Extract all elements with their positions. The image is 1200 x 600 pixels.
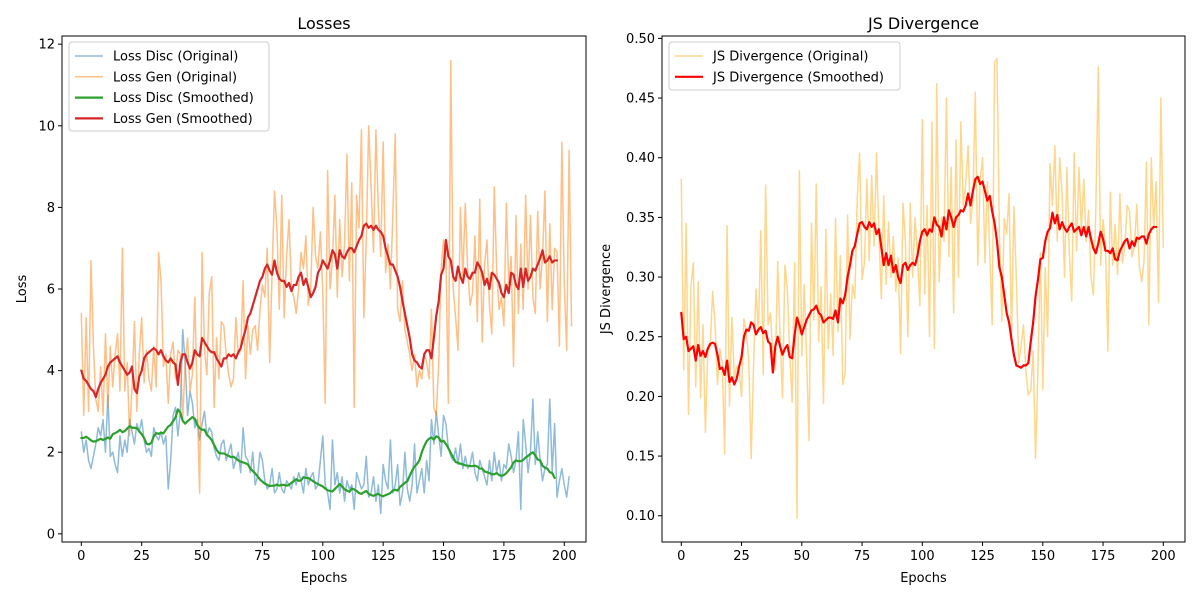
y-tick-label: 0.15 <box>626 450 655 465</box>
y-tick-label: 0 <box>47 527 55 542</box>
y-tick-label: 0.20 <box>626 390 655 405</box>
x-tick-label: 200 <box>552 549 577 564</box>
y-tick-label: 2 <box>47 446 55 461</box>
legend: Loss Disc (Original) Loss Gen (Original) L… <box>68 41 270 132</box>
y-tick-label: 8 <box>47 201 55 216</box>
legend-label-js-divergence-original: JS Divergence (Original) <box>712 50 868 65</box>
x-tick-label: 100 <box>910 549 935 564</box>
x-tick-label: 125 <box>970 549 995 564</box>
y-tick-label: 0.35 <box>626 211 655 226</box>
series-line-loss-disc-smoothed <box>80 408 556 498</box>
x-tick-label: 75 <box>254 549 271 564</box>
legend-label-js-divergence-smoothed: JS Divergence (Smoothed) <box>712 70 884 85</box>
y-tick-label: 0.10 <box>626 509 655 524</box>
series-line-loss-gen-smoothed <box>80 222 559 399</box>
x-tick-label: 50 <box>194 549 211 564</box>
series-line-loss-disc-original <box>80 329 570 515</box>
chart-title: Losses <box>297 14 350 33</box>
y-tick-label: 0.25 <box>626 330 655 345</box>
x-tick-label: 200 <box>1151 549 1176 564</box>
legend-box <box>68 41 270 132</box>
x-tick-label: 100 <box>310 549 335 564</box>
series-line-js-divergence-original <box>680 57 1165 519</box>
y-tick-label: 4 <box>47 364 55 379</box>
legend-box <box>668 41 901 91</box>
x-tick-label: 150 <box>431 549 456 564</box>
x-tick-label: 175 <box>491 549 516 564</box>
series-line-js-divergence-smoothed <box>680 175 1158 386</box>
x-tick-label: 175 <box>1091 549 1116 564</box>
losses-chart: 0 25 50 75 100 125 150 175 200 0 2 4 6 8 10 12 Losses Epo… <box>15 14 587 586</box>
x-tick-label: 125 <box>371 549 396 564</box>
x-tick-label: 50 <box>794 549 811 564</box>
x-axis-label: Epochs <box>301 571 348 586</box>
y-tick-label: 6 <box>47 283 55 298</box>
y-tick-label: 0.40 <box>626 151 655 166</box>
legend-label-loss-disc-original: Loss Disc (Original) <box>113 50 238 65</box>
legend-label-loss-gen-original: Loss Gen (Original) <box>113 70 237 85</box>
y-tick-label: 0.50 <box>626 32 655 47</box>
plot-frame <box>661 35 1186 543</box>
legend: JS Divergence (Original) JS Divergence (S… <box>668 41 901 91</box>
legend-label-loss-gen-smoothed: Loss Gen (Smoothed) <box>113 112 253 127</box>
chart-title: JS Divergence <box>867 14 979 33</box>
y-tick-label: 12 <box>38 38 55 53</box>
x-axis-label: Epochs <box>900 571 947 586</box>
y-tick-label: 10 <box>38 119 55 134</box>
y-tick-label: 0.30 <box>626 271 655 286</box>
series-line-loss-gen-original <box>80 59 573 494</box>
x-tick-label: 0 <box>677 549 685 564</box>
x-tick-label: 0 <box>77 549 85 564</box>
y-tick-label: 0.45 <box>626 92 655 107</box>
y-axis-label: JS Divergence <box>599 244 614 335</box>
js-divergence-chart: 0 25 50 75 100 125 150 175 200 0.10 0.15 0.20 0.25 0.… <box>599 14 1186 586</box>
x-tick-label: 25 <box>733 549 750 564</box>
x-tick-label: 25 <box>133 549 150 564</box>
x-tick-label: 150 <box>1030 549 1055 564</box>
y-axis-label: Loss <box>15 275 30 304</box>
x-tick-label: 75 <box>854 549 871 564</box>
legend-label-loss-disc-smoothed: Loss Disc (Smoothed) <box>113 91 254 106</box>
